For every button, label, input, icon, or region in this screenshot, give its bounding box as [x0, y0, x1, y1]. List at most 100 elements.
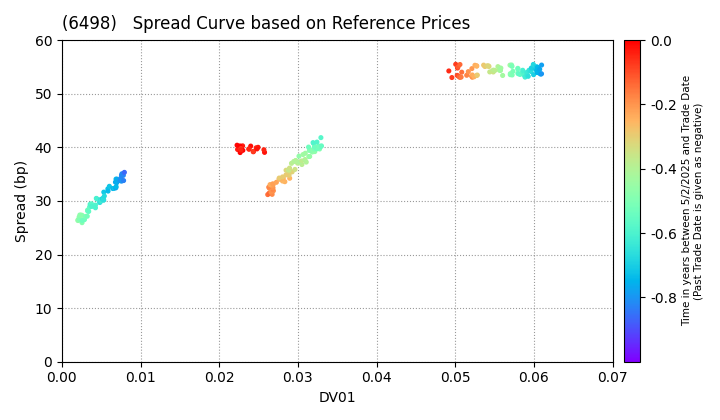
Point: [80, 213, 91, 220]
Point: [266, 183, 278, 189]
Point: [258, 149, 270, 156]
Point: [309, 148, 320, 155]
Point: [111, 179, 122, 186]
Point: [512, 65, 523, 72]
Point: [518, 69, 530, 76]
Point: [231, 142, 243, 149]
Point: [248, 148, 259, 155]
Point: [76, 217, 88, 224]
Point: [234, 143, 246, 150]
Point: [519, 74, 531, 81]
Point: [309, 144, 320, 150]
Point: [108, 185, 120, 192]
Point: [530, 66, 541, 73]
Point: [98, 197, 109, 203]
Point: [532, 64, 544, 71]
Point: [86, 203, 97, 210]
Point: [251, 144, 262, 151]
Point: [94, 199, 106, 205]
Point: [300, 159, 312, 165]
Point: [314, 146, 325, 152]
Point: [283, 168, 294, 174]
Point: [482, 63, 494, 69]
Point: [506, 72, 518, 79]
Point: [466, 73, 477, 79]
Point: [74, 216, 86, 223]
Point: [282, 167, 293, 174]
Point: [518, 72, 530, 79]
Point: [495, 65, 507, 71]
Point: [308, 146, 320, 152]
Point: [99, 193, 110, 199]
Point: [267, 181, 279, 188]
Point: [283, 167, 294, 174]
Point: [481, 63, 492, 69]
Point: [452, 64, 464, 71]
Point: [266, 186, 278, 193]
Point: [471, 72, 482, 79]
Point: [506, 63, 518, 70]
Point: [283, 167, 294, 173]
Point: [526, 65, 537, 71]
Point: [304, 153, 315, 160]
Point: [487, 68, 499, 75]
Point: [453, 73, 464, 79]
Point: [262, 191, 274, 198]
Point: [512, 70, 523, 76]
Point: [248, 148, 259, 155]
Point: [237, 147, 248, 154]
Point: [466, 65, 477, 72]
Point: [274, 175, 285, 181]
Point: [469, 62, 481, 68]
Point: [258, 147, 270, 153]
Point: [517, 69, 528, 76]
Point: [443, 68, 454, 74]
Point: [112, 176, 123, 183]
Point: [313, 144, 325, 151]
Point: [303, 153, 315, 160]
Point: [531, 69, 543, 76]
Point: [487, 67, 499, 74]
Point: [300, 156, 311, 163]
Point: [495, 67, 506, 74]
Point: [98, 189, 109, 195]
Point: [117, 172, 129, 179]
Point: [487, 68, 498, 74]
Point: [536, 62, 547, 68]
Point: [264, 185, 275, 192]
Point: [284, 175, 295, 181]
Point: [82, 207, 94, 213]
Point: [517, 67, 528, 74]
Point: [528, 71, 539, 78]
Point: [478, 62, 490, 68]
Point: [472, 72, 483, 79]
Point: [288, 158, 300, 165]
Point: [263, 184, 274, 191]
Point: [467, 74, 478, 81]
Point: [454, 74, 466, 81]
Point: [235, 149, 246, 156]
Point: [535, 71, 546, 77]
Point: [82, 208, 94, 215]
Point: [107, 185, 119, 192]
Point: [264, 190, 275, 197]
Point: [266, 189, 277, 196]
Point: [292, 159, 304, 166]
Point: [315, 143, 326, 150]
Point: [72, 217, 84, 224]
Point: [536, 71, 547, 77]
Y-axis label: Spread (bp): Spread (bp): [15, 160, 29, 242]
Point: [311, 145, 323, 152]
Point: [116, 178, 127, 184]
Point: [462, 68, 474, 75]
Point: [497, 72, 508, 79]
Point: [305, 147, 317, 154]
Point: [83, 208, 94, 215]
Point: [287, 168, 298, 175]
Point: [310, 144, 321, 150]
Point: [104, 183, 115, 190]
Point: [91, 195, 102, 202]
Point: [284, 165, 295, 171]
Point: [95, 197, 107, 204]
Point: [446, 74, 458, 81]
